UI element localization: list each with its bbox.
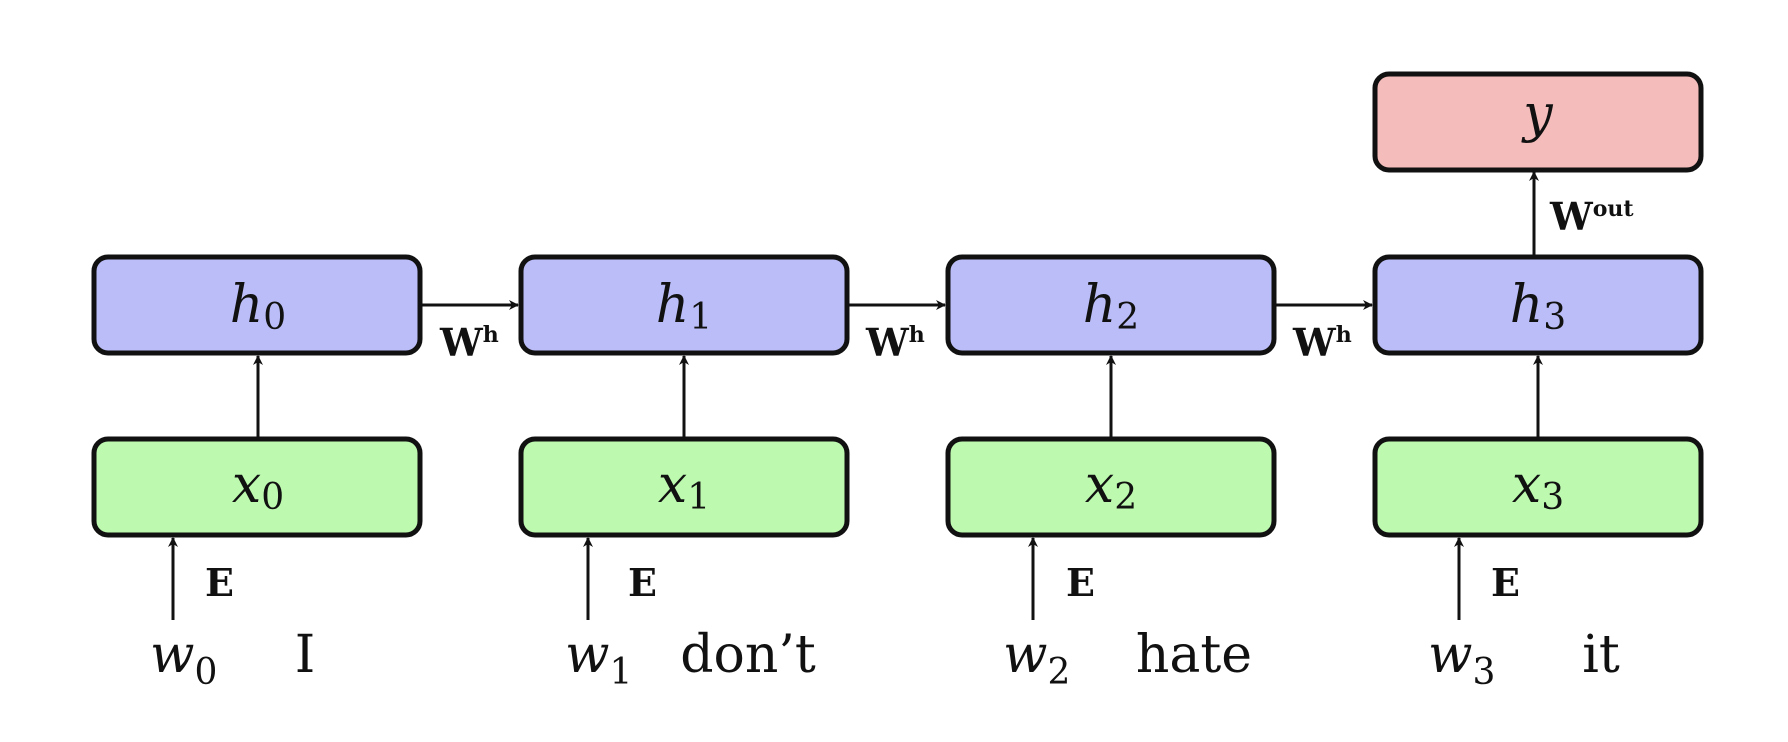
embedding-label-1: E bbox=[628, 560, 657, 605]
output-weight-label: Wout bbox=[1549, 194, 1634, 239]
input-label-x3: x3 bbox=[1512, 455, 1564, 519]
word-token-0: I bbox=[295, 625, 316, 685]
hidden-node-h2: h2 bbox=[945, 254, 1277, 356]
hidden-node-h0: h0 bbox=[91, 254, 423, 356]
embedding-label-2: E bbox=[1066, 560, 1095, 605]
input-node-x0: x0 bbox=[91, 436, 423, 538]
word-var-w1: w1 bbox=[565, 625, 632, 693]
output-node-y: y bbox=[1372, 71, 1704, 173]
embedding-label-3: E bbox=[1491, 560, 1520, 605]
hidden-node-h1: h1 bbox=[518, 254, 850, 356]
word-var-w3: w3 bbox=[1428, 625, 1495, 693]
recurrent-weight-label-1: Wh bbox=[865, 320, 925, 365]
output-label: y bbox=[1521, 85, 1553, 145]
input-label-x0: x0 bbox=[232, 455, 284, 519]
input-label-x2: x2 bbox=[1085, 455, 1137, 519]
recurrent-weight-label-0: Wh bbox=[439, 320, 499, 365]
recurrent-weight-label-2: Wh bbox=[1292, 320, 1352, 365]
word-var-w2: w2 bbox=[1003, 625, 1070, 693]
input-node-x1: x1 bbox=[518, 436, 850, 538]
word-token-1: don’t bbox=[680, 625, 816, 685]
word-token-2: hate bbox=[1136, 625, 1252, 685]
hidden-label-h3: h3 bbox=[1510, 275, 1566, 339]
word-var-w0: w0 bbox=[150, 625, 217, 693]
embedding-label-0: E bbox=[205, 560, 234, 605]
input-node-x3: x3 bbox=[1372, 436, 1704, 538]
hidden-label-h0: h0 bbox=[230, 275, 286, 339]
hidden-node-h3: h3 bbox=[1372, 254, 1704, 356]
hidden-label-h2: h2 bbox=[1083, 275, 1139, 339]
hidden-label-h1: h1 bbox=[656, 275, 712, 339]
input-node-x2: x2 bbox=[945, 436, 1277, 538]
input-label-x1: x1 bbox=[658, 455, 710, 519]
word-token-3: it bbox=[1582, 625, 1620, 685]
